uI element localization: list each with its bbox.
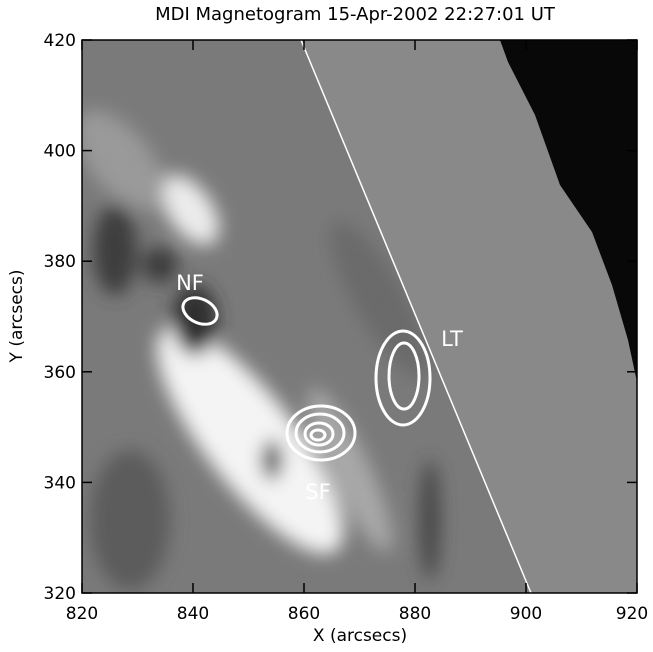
x-tick-label: 840 (177, 604, 209, 624)
x-tick-label: 880 (399, 604, 431, 624)
x-tick-label: 920 (616, 604, 648, 624)
x-tick-label: 820 (66, 604, 98, 624)
y-tick-label: 400 (44, 142, 76, 162)
magnetogram-image (82, 40, 637, 593)
y-tick-label: 420 (44, 31, 76, 51)
y-tick-label: 320 (44, 584, 76, 604)
y-tick-label: 360 (44, 363, 76, 383)
annotation: SF (305, 480, 330, 504)
x-tick-label: 900 (510, 604, 542, 624)
plot-frame (81, 39, 638, 594)
x-axis-label: X (arcsecs) (313, 626, 407, 646)
y-tick-label: 380 (44, 252, 76, 272)
contours (181, 296, 432, 462)
y-tick-label: 340 (44, 473, 76, 493)
chart-title: MDI Magnetogram 15-Apr-2002 22:27:01 UT (155, 4, 556, 25)
annotation: LT (441, 327, 463, 351)
x-tick-label: 860 (288, 604, 320, 624)
annotation: NF (176, 271, 204, 295)
y-axis-label: Y (arcsecs) (7, 270, 27, 364)
